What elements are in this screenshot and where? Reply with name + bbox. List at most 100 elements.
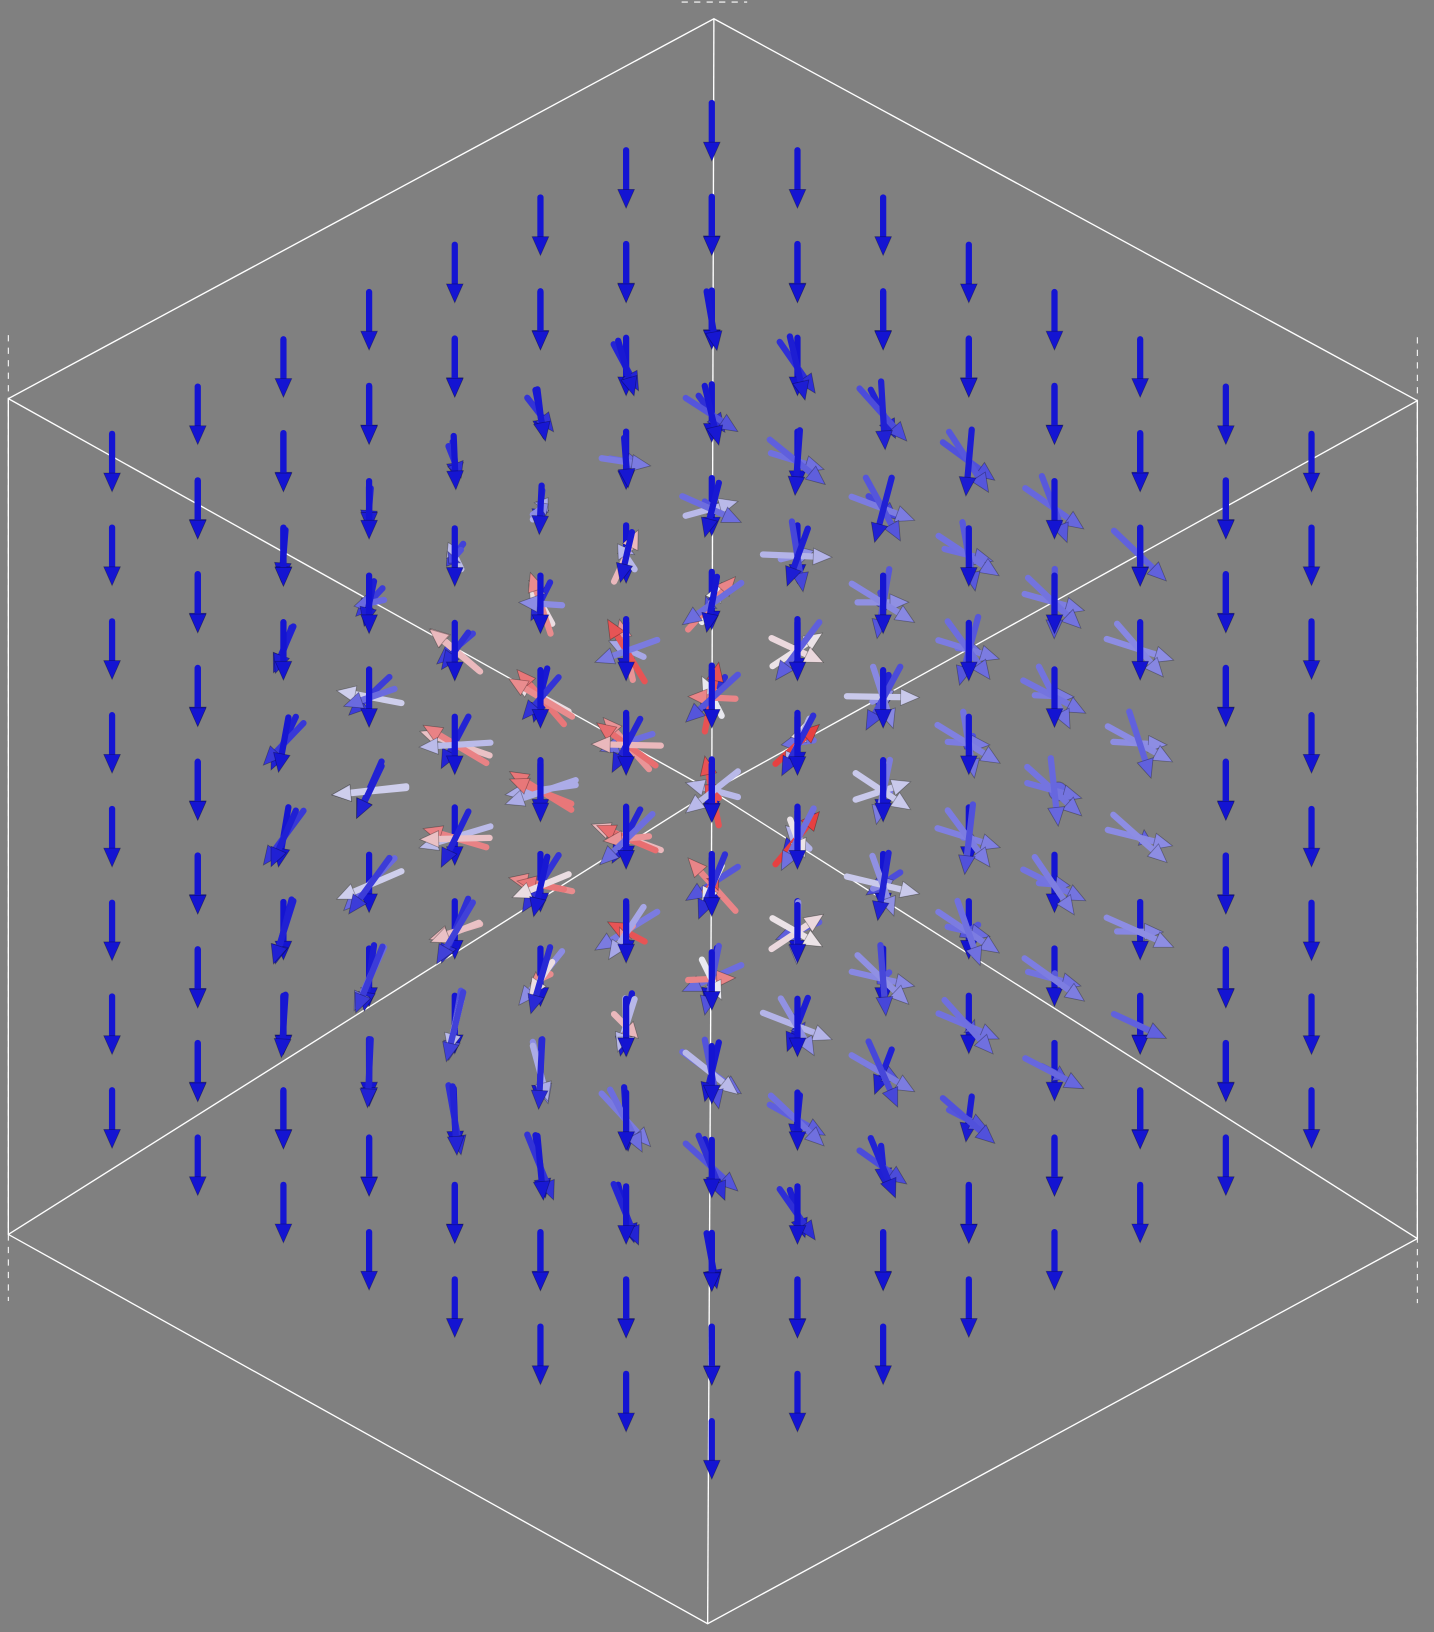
arrow-head	[959, 378, 978, 399]
arrow-shaft	[788, 518, 804, 577]
arrow-shaft	[706, 573, 721, 618]
arrow-head	[188, 425, 207, 446]
arrow-head	[684, 882, 707, 902]
arrow-head	[360, 519, 379, 541]
arrow-shaft	[944, 618, 983, 668]
arrow-shaft	[519, 777, 579, 802]
arrow-head	[1063, 982, 1086, 1002]
arrow-head	[1302, 847, 1321, 868]
arrow-head	[1047, 806, 1066, 828]
arrow	[354, 943, 386, 1014]
arrow	[702, 1418, 721, 1481]
arrow	[617, 1183, 636, 1246]
arrow	[944, 618, 991, 681]
arrow	[682, 1140, 739, 1192]
arrow-head	[1045, 425, 1064, 446]
arrow-head	[594, 932, 617, 951]
arrow	[684, 768, 742, 814]
arrow	[703, 288, 723, 352]
arrow-head	[274, 472, 293, 493]
arrow-head	[188, 519, 207, 541]
arrow-shaft	[436, 731, 490, 767]
arrow-head	[889, 779, 912, 797]
arrow-shaft	[854, 952, 899, 995]
arrow-head	[1045, 1177, 1064, 1198]
arrow-shaft	[768, 921, 811, 953]
arrow	[788, 241, 807, 304]
arrow-head	[702, 141, 721, 162]
arrow-head	[788, 756, 807, 777]
arrow-head	[446, 470, 465, 491]
arrow	[335, 868, 405, 900]
arrow-head	[422, 724, 445, 743]
axis-marks	[7, 1, 1418, 1304]
arrow-head	[504, 789, 527, 807]
arrow-head	[617, 1318, 636, 1340]
arrow-head	[445, 661, 464, 682]
arrow	[1216, 665, 1235, 728]
arrow	[1216, 1040, 1235, 1103]
arrow-head	[780, 849, 799, 872]
arrow	[1045, 288, 1064, 351]
arrow	[103, 805, 122, 868]
arrow-head	[103, 847, 122, 868]
arrow-shaft	[608, 730, 659, 769]
arrow	[788, 619, 807, 682]
arrow	[959, 713, 978, 776]
arrow	[787, 427, 806, 497]
arrow-shaft	[1024, 574, 1071, 619]
arrow	[446, 432, 465, 491]
arrow-head	[531, 614, 550, 635]
arrow-head	[1151, 744, 1174, 763]
arrow-shaft	[941, 996, 984, 1044]
arrow	[1302, 618, 1321, 681]
arrow-shaft	[449, 1083, 459, 1140]
arrow-head	[521, 699, 542, 721]
arrow-head	[445, 567, 464, 588]
arrow-head	[1143, 656, 1164, 678]
arrow-head	[875, 429, 893, 451]
arrow	[599, 810, 656, 866]
arrow	[606, 1086, 643, 1153]
arrow-shaft	[359, 943, 386, 999]
arrow	[1131, 430, 1150, 493]
arrow-head	[684, 793, 707, 814]
arrow	[273, 714, 292, 774]
arrow-shaft	[767, 1092, 814, 1137]
arrow-head	[440, 846, 458, 869]
arrow-shaft	[759, 551, 817, 560]
arrow-shaft	[694, 579, 745, 618]
arrow-head	[1045, 1270, 1064, 1292]
arrow-head	[1302, 566, 1321, 587]
arrow	[1131, 336, 1150, 399]
arrow	[702, 1324, 721, 1387]
arrow	[1020, 677, 1087, 714]
arrow-head	[360, 1270, 379, 1292]
arrow-shaft	[275, 807, 299, 853]
arrow-shaft	[361, 762, 385, 805]
arrow-shaft	[1035, 663, 1065, 715]
arrow-head	[1131, 1035, 1150, 1056]
arrow-head	[356, 797, 373, 820]
arrow-head	[893, 973, 916, 991]
arrow	[685, 671, 741, 723]
arrow-head	[959, 567, 978, 588]
arrow	[1110, 1010, 1168, 1039]
arrow-head	[1131, 378, 1150, 399]
arrow-head	[1045, 708, 1064, 729]
arrow-head	[445, 1318, 464, 1339]
arrow-shaft	[350, 868, 405, 895]
arrow	[617, 1276, 636, 1340]
arrow	[852, 770, 912, 811]
arrow-shaft	[1020, 866, 1073, 896]
arrow	[507, 678, 576, 720]
arrow-head	[1062, 1071, 1085, 1090]
arrow	[788, 1370, 807, 1433]
arrow-shaft	[848, 968, 900, 986]
arrow	[103, 430, 122, 493]
arrow-head	[785, 565, 803, 588]
arrow-head	[617, 1225, 636, 1246]
arrow-head	[1152, 931, 1175, 948]
arrow-head	[788, 849, 807, 871]
